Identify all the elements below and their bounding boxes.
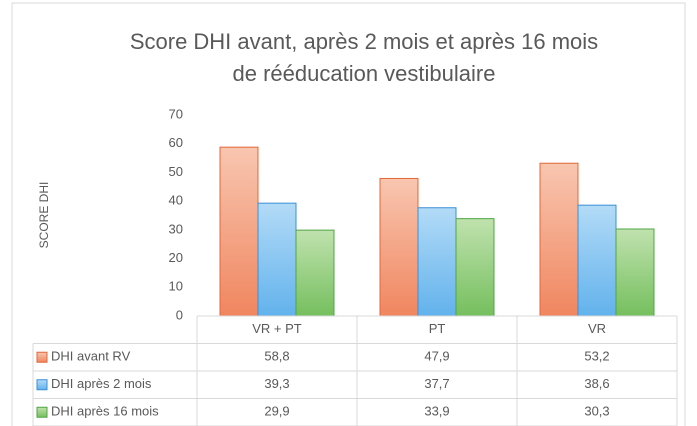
table-header: VR + PT [252,321,302,336]
legend-key [36,351,48,363]
table-cell: 33,9 [424,404,449,419]
y-tick-label: 0 [176,307,183,322]
y-tick-label: 10 [169,279,183,294]
table-cell: 58,8 [264,349,289,364]
table-cell: 30,3 [584,404,609,419]
bar [615,228,655,317]
bar [219,146,259,317]
bar [257,202,297,317]
y-tick-label: 20 [169,250,183,265]
table-cell: 47,9 [424,349,449,364]
y-tick-label: 70 [169,106,183,121]
table-cell: 53,2 [584,349,609,364]
legend-label: DHI avant RV [51,349,131,364]
table-cell: 29,9 [264,404,289,419]
bar [455,218,495,317]
legend-key [36,406,48,418]
bar [577,204,617,317]
bar [379,177,419,317]
y-tick-label: 60 [169,135,183,150]
table-cell: 38,6 [584,376,609,391]
bar [295,229,335,317]
table-header: VR [588,321,606,336]
chart-title: de rééducation vestibulaire [233,61,496,86]
legend-label: DHI après 2 mois [51,376,152,391]
bar [539,162,579,317]
bar [417,207,457,317]
table-cell: 37,7 [424,376,449,391]
y-tick-label: 30 [169,221,183,236]
y-tick-label: 40 [169,193,183,208]
table-cell: 39,3 [264,376,289,391]
chart-title: Score DHI avant, après 2 mois et après 1… [130,29,598,54]
y-axis-title: SCORE DHI [37,182,51,249]
legend-key [36,379,48,391]
table-header: PT [429,321,446,336]
legend-label: DHI après 16 mois [51,404,159,419]
y-tick-label: 50 [169,164,183,179]
